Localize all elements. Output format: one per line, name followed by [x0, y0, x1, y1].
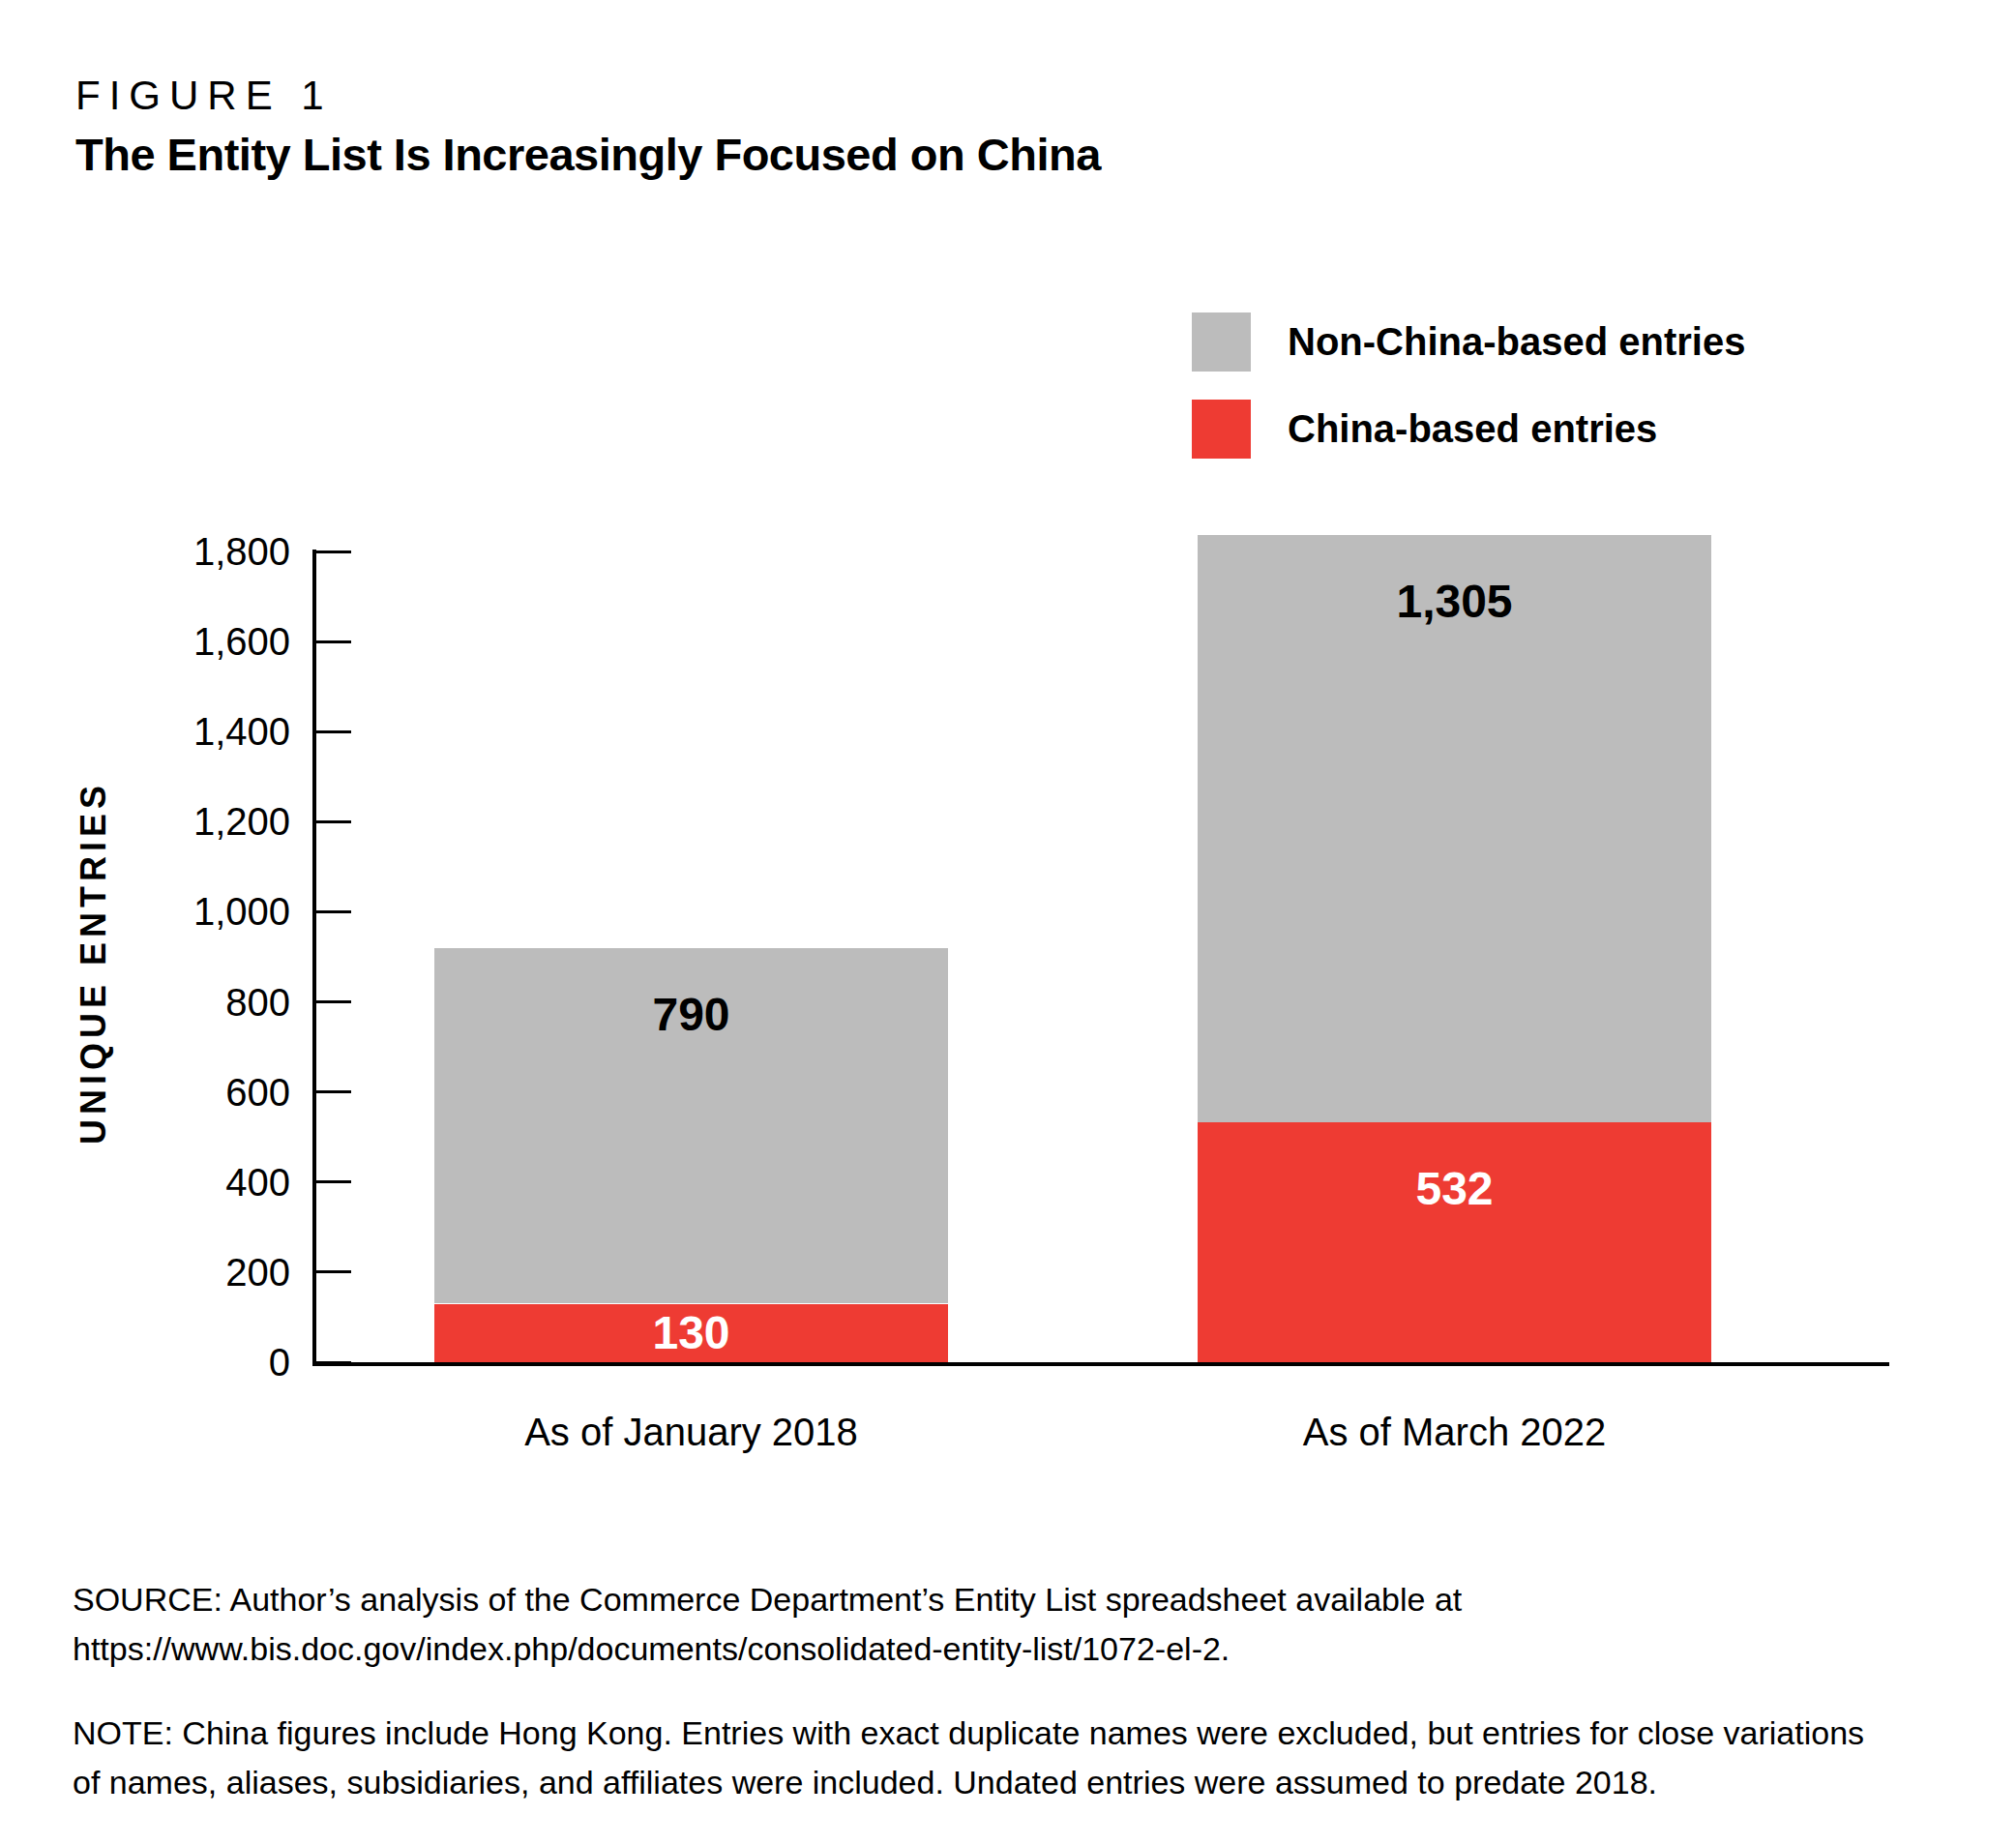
x-axis-category-label: As of January 2018: [401, 1408, 982, 1456]
y-axis-tick-label: 1,800: [58, 527, 290, 576]
y-axis-tick-label: 1,200: [58, 797, 290, 846]
y-axis-tick-label: 800: [58, 978, 290, 1027]
x-axis-category-label: As of March 2022: [1165, 1408, 1745, 1456]
y-axis-tick: [312, 910, 351, 913]
legend: Non-China-based entries China-based entr…: [1192, 312, 1745, 486]
y-axis-tick: [312, 820, 351, 823]
source-note: SOURCE: Author’s analysis of the Commerc…: [73, 1575, 1462, 1674]
x-axis-line: [312, 1362, 1889, 1366]
bar-value-label: 130: [434, 1309, 948, 1357]
methodology-note: NOTE: China figures include Hong Kong. E…: [73, 1709, 1864, 1807]
y-axis-tick-label: 600: [58, 1068, 290, 1116]
bar-value-label: 790: [434, 991, 948, 1039]
y-axis-tick: [312, 1180, 351, 1183]
y-axis-tick-label: 0: [58, 1338, 290, 1386]
chart-title: The Entity List Is Increasingly Focused …: [75, 132, 1101, 177]
legend-item-china: China-based entries: [1192, 399, 1745, 459]
y-axis-tick-label: 1,000: [58, 887, 290, 936]
legend-swatch-china-icon: [1192, 400, 1251, 459]
y-axis-tick: [312, 551, 351, 553]
y-axis-tick: [312, 730, 351, 733]
bar-value-label: 532: [1198, 1165, 1711, 1213]
source-line-2: https://www.bis.doc.gov/index.php/docume…: [73, 1624, 1462, 1674]
note-line-1: NOTE: China figures include Hong Kong. E…: [73, 1709, 1864, 1758]
note-line-2: of names, aliases, subsidiaries, and aff…: [73, 1758, 1864, 1807]
y-axis-tick-label: 200: [58, 1248, 290, 1296]
source-line-1: SOURCE: Author’s analysis of the Commerc…: [73, 1575, 1462, 1624]
bar-value-label: 1,305: [1198, 578, 1711, 626]
y-axis-tick: [312, 1090, 351, 1093]
legend-label-non-china: Non-China-based entries: [1288, 320, 1745, 364]
y-axis-tick-label: 1,400: [58, 707, 290, 756]
figure-number-label: FIGURE 1: [75, 75, 333, 116]
y-axis-tick-label: 1,600: [58, 617, 290, 666]
legend-swatch-non-china-icon: [1192, 312, 1251, 372]
legend-label-china: China-based entries: [1288, 407, 1657, 451]
legend-item-non-china: Non-China-based entries: [1192, 312, 1745, 372]
figure-page: FIGURE 1 The Entity List Is Increasingly…: [0, 0, 2016, 1845]
y-axis-tick: [312, 1270, 351, 1273]
bar-segment-china-based-entries-as-of-march-2022: [1198, 1122, 1711, 1362]
y-axis-tick-label: 400: [58, 1158, 290, 1206]
y-axis-line: [312, 550, 316, 1366]
y-axis-tick: [312, 640, 351, 643]
y-axis-tick: [312, 1361, 351, 1364]
y-axis-tick: [312, 1000, 351, 1003]
